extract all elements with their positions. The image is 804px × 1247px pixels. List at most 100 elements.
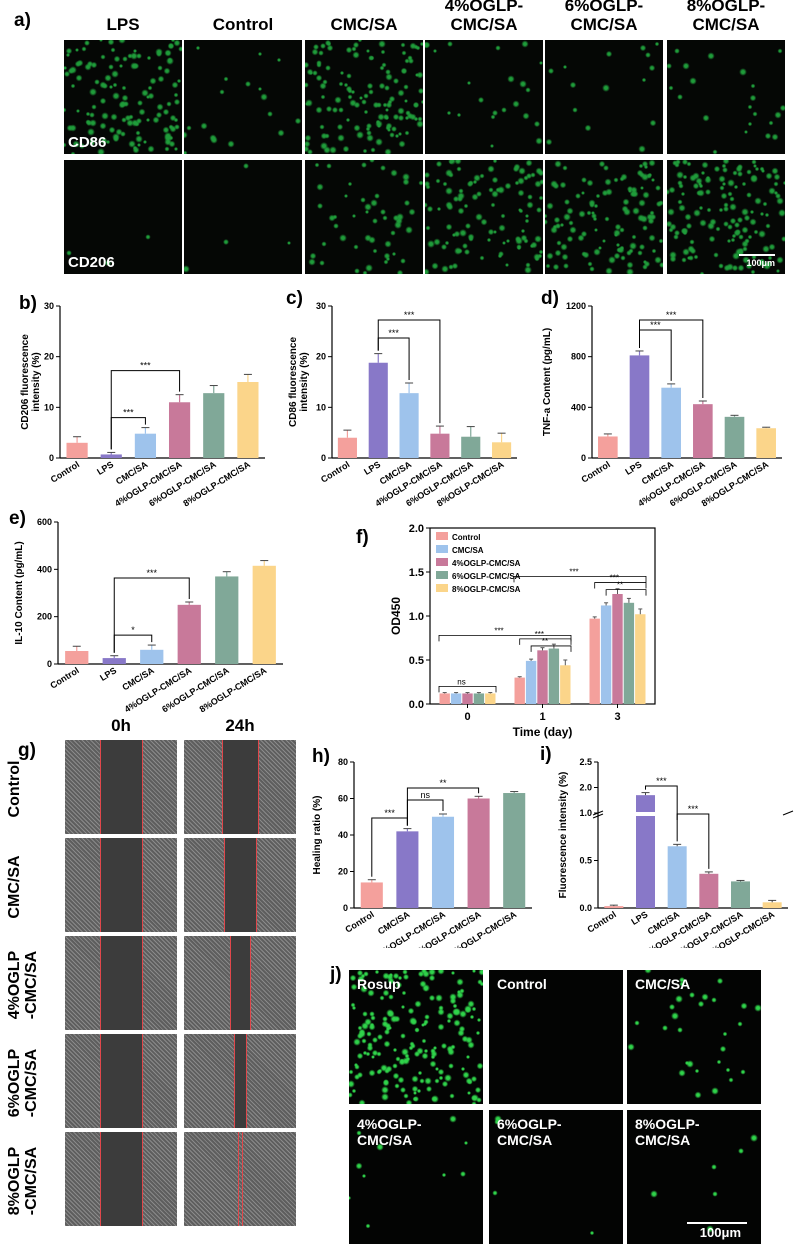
scratch-gap [99, 740, 143, 834]
significance-label: ns [420, 790, 430, 800]
bar [430, 433, 450, 458]
scratch-edge-line [142, 1034, 144, 1128]
scratch-edge-line [99, 936, 101, 1030]
scratch-edge-line [99, 740, 101, 834]
significance-bracket [639, 319, 704, 398]
scratch-edge-line [255, 838, 257, 932]
bar [203, 393, 225, 458]
bar [396, 831, 419, 908]
y-tick-label: 0 [581, 453, 586, 463]
y-tick-label: 20 [44, 352, 54, 362]
y-tick-label: 400 [37, 564, 52, 574]
bar [100, 454, 122, 458]
chart-i-fluorescence: 0.0 0.5 1.0 2.0 2.5 Fluorescence intensity (%… [558, 757, 794, 948]
significance-label: *** [404, 310, 415, 320]
bar [485, 693, 496, 704]
fluorescence-tile [545, 160, 663, 274]
scratch-gap [222, 740, 258, 834]
bar [731, 881, 750, 908]
bar [450, 693, 462, 704]
axis-break [592, 813, 604, 819]
y-tick-label: 1.0 [409, 611, 424, 623]
y-tick-label: 0 [49, 453, 54, 463]
scratch-tile [65, 740, 177, 834]
column-header: 6%OGLP- CMC/SA [564, 0, 644, 34]
fluorescence-tile [425, 160, 543, 274]
fluorescence-tile: 100μm [667, 160, 785, 274]
bar [525, 660, 537, 704]
fluorescence-tile: CD206 [64, 160, 182, 274]
bar [629, 355, 650, 458]
significance-bracket [530, 645, 572, 652]
bar [589, 618, 600, 704]
significance-bracket [406, 787, 480, 826]
panel-label-g: g) [18, 740, 36, 761]
x-tick-label: Control [48, 665, 80, 690]
y-tick-label: 2.5 [579, 757, 592, 767]
y-tick-label: 1.0 [579, 808, 592, 818]
y-axis-label: Fluorescence intensity (%) [558, 772, 569, 899]
legend-swatch [436, 571, 448, 579]
x-axis-label: Time (day) [513, 725, 573, 739]
scratch-tile [65, 1034, 177, 1128]
bar [724, 416, 745, 458]
fluorescence-tile [667, 40, 785, 154]
significance-label: *** [569, 567, 578, 576]
panel-label-b: b) [19, 293, 37, 314]
bar [360, 882, 383, 908]
bar [431, 816, 455, 908]
significance-bracket [676, 813, 710, 869]
bar [492, 442, 512, 458]
scratch-tile [184, 1132, 296, 1226]
significance-label: *** [388, 328, 399, 338]
legend-swatch [436, 545, 448, 553]
y-axis-label: OD450 [389, 597, 403, 635]
scratch-edge-line [250, 936, 252, 1030]
scratch-tile [184, 936, 296, 1030]
bar [439, 693, 450, 704]
x-tick-label: LPS [95, 459, 115, 477]
x-tick-label: 0 [464, 711, 470, 723]
bar [636, 795, 655, 908]
fluorescence-tile [305, 40, 423, 154]
row-label: 4%OGLP -CMC/SA [6, 950, 40, 1020]
legend-label: CMC/SA [452, 546, 484, 555]
scratch-gap [99, 936, 143, 1030]
panel-label-j: j) [330, 964, 342, 985]
y-axis-label: CD206 fluorescence [20, 334, 31, 430]
scratch-edge-line [142, 838, 144, 932]
tile-label: 6%OGLP- CMC/SA [497, 1116, 562, 1148]
bar [473, 693, 485, 704]
scratch-gap [229, 936, 251, 1030]
x-tick-label: 6%OGLP-CMC/SA [160, 665, 231, 715]
bar [337, 437, 357, 458]
x-tick-label: Control [49, 459, 81, 484]
x-tick-label: Control [319, 459, 351, 484]
ros-tile: Rosup [349, 970, 483, 1104]
x-tick-label: LPS [98, 665, 118, 683]
bar [65, 650, 89, 664]
scratch-edge-line [242, 1132, 244, 1226]
tile-label: CMC/SA [635, 976, 691, 992]
scratch-edge-line [99, 1034, 101, 1128]
scratch-gap [99, 838, 143, 932]
tile-label: Rosup [357, 976, 401, 992]
legend-swatch [436, 532, 448, 540]
bar [462, 693, 473, 704]
y-tick-label: 10 [44, 402, 54, 412]
significance-label: ns [457, 677, 465, 686]
x-tick-label: Control [579, 459, 611, 484]
chart-f-od450: 0.0 0.5 1.0 1.5 2.0 OD450 0 1 3 Time (day) Control… [389, 523, 656, 739]
panel-label-a: a) [14, 10, 31, 31]
bar [598, 436, 618, 458]
y-tick-label: 60 [338, 794, 348, 804]
panel-label-e: e) [9, 508, 26, 529]
y-tick-label: 0.0 [409, 699, 424, 711]
bar [215, 576, 239, 664]
significance-label: *** [140, 361, 151, 371]
scratch-edge-line [237, 1132, 239, 1226]
legend-label: Control [452, 533, 480, 542]
significance-bracket [438, 634, 572, 642]
x-tick-label: 8%OGLP-CMC/SA [198, 665, 269, 715]
y-tick-label: 0.5 [409, 655, 424, 667]
